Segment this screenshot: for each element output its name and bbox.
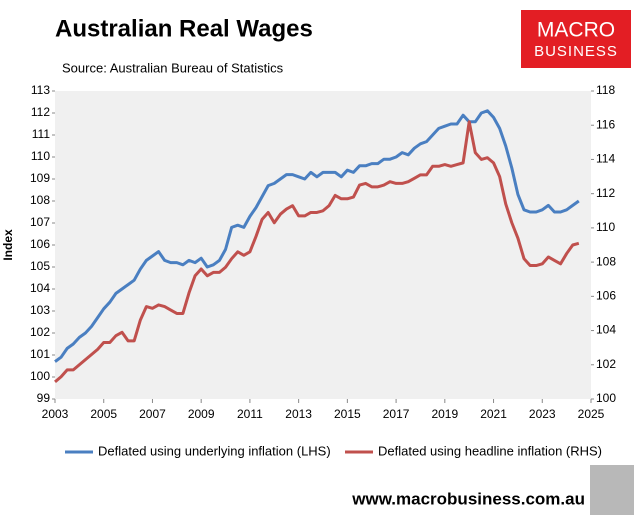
x-tick-label: 2009 bbox=[188, 407, 215, 421]
footer: www.macrobusiness.com.au bbox=[351, 489, 585, 508]
series-line bbox=[54, 109, 580, 363]
x-tick-label: 2021 bbox=[480, 407, 507, 421]
y-tick-label: 112 bbox=[31, 105, 50, 119]
x-tick-label: 2013 bbox=[285, 407, 312, 421]
logo-box bbox=[521, 10, 631, 68]
x-tick-label: 2015 bbox=[334, 407, 361, 421]
x-tick-label: 2019 bbox=[431, 407, 458, 421]
series-line bbox=[54, 120, 580, 384]
y-tick-label: 103 bbox=[30, 303, 50, 317]
y2-tick-label: 108 bbox=[596, 254, 616, 268]
x-tick-label: 2023 bbox=[529, 407, 556, 421]
y2-tick-label: 100 bbox=[596, 391, 616, 405]
y2-tick-label: 104 bbox=[596, 323, 616, 337]
y-tick-label: 106 bbox=[30, 237, 50, 251]
y2-tick-label: 106 bbox=[596, 289, 616, 303]
chart-title: Australian Real Wages bbox=[55, 15, 313, 42]
x-tick-label: 2025 bbox=[578, 407, 605, 421]
x-tick-label: 2011 bbox=[237, 407, 263, 421]
y-tick-label: 109 bbox=[30, 171, 50, 185]
logo-image bbox=[590, 465, 634, 515]
y-tick-label: 105 bbox=[30, 259, 50, 273]
y2-tick-label: 116 bbox=[596, 117, 615, 131]
legend-label: Deflated using headline inflation (RHS) bbox=[378, 443, 602, 458]
y-tick-label: 111 bbox=[32, 127, 51, 141]
x-tick-label: 2017 bbox=[383, 407, 410, 421]
y-tick-label: 101 bbox=[30, 347, 50, 361]
y-tick-label: 100 bbox=[30, 369, 50, 383]
y-tick-label: 99 bbox=[37, 391, 51, 405]
y-tick-label: 110 bbox=[31, 149, 50, 163]
x-tick-label: 2003 bbox=[42, 407, 69, 421]
y-tick-label: 107 bbox=[30, 215, 50, 229]
y-tick-label: 102 bbox=[30, 325, 50, 339]
x-tick-label: 2005 bbox=[90, 407, 117, 421]
plot-area bbox=[55, 91, 591, 399]
y2-tick-label: 102 bbox=[596, 357, 616, 371]
chart-subtitle: Source: Australian Bureau of Statistics bbox=[62, 60, 284, 75]
y2-tick-label: 118 bbox=[596, 83, 615, 97]
y2-tick-label: 112 bbox=[596, 186, 615, 200]
y-axis-label: Index bbox=[1, 229, 15, 261]
y-tick-label: 108 bbox=[30, 193, 50, 207]
y2-tick-label: 110 bbox=[596, 220, 615, 234]
y-tick-label: 104 bbox=[30, 281, 50, 295]
y2-tick-label: 114 bbox=[596, 152, 615, 166]
legend-label: Deflated using underlying inflation (LHS… bbox=[98, 443, 331, 458]
x-tick-label: 2007 bbox=[139, 407, 166, 421]
logo-text: MACRO bbox=[537, 19, 615, 42]
y-tick-label: 113 bbox=[31, 83, 50, 97]
logo-text: BUSINESS bbox=[534, 43, 618, 60]
